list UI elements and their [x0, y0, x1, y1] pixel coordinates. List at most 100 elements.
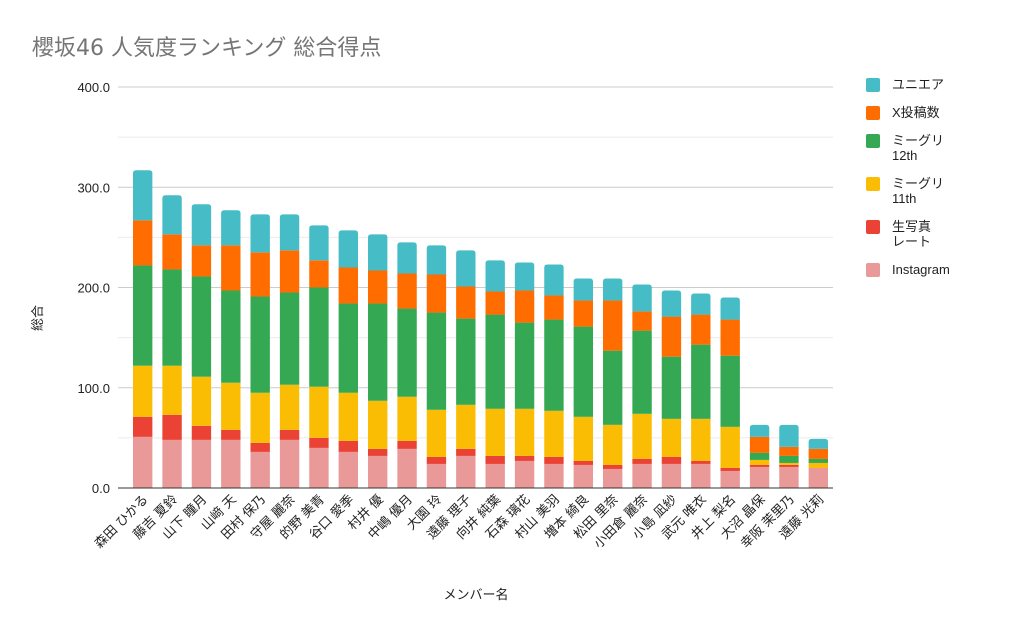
bar-segment	[250, 451, 270, 488]
bar-segment	[691, 293, 711, 315]
bar-segment	[309, 386, 329, 438]
bar-stack	[250, 214, 270, 488]
y-tick-label: 300.0	[77, 180, 110, 195]
bar-segment	[602, 464, 623, 469]
bar-segment	[338, 440, 359, 452]
bar-segment	[661, 356, 682, 419]
bar-segment	[367, 270, 388, 304]
bar-segment	[573, 326, 594, 417]
legend-swatch-icon	[866, 177, 880, 191]
bar-segment	[132, 265, 153, 366]
legend-label: ユニエア	[892, 77, 945, 92]
y-axis-label: 総合	[31, 305, 46, 331]
bar-stack	[720, 297, 740, 488]
bar-segment	[279, 292, 300, 385]
bar-segment	[397, 448, 417, 488]
bar-segment	[221, 210, 241, 246]
bar-segment	[485, 291, 505, 315]
bar-segment	[749, 424, 770, 437]
bar-stack	[779, 424, 799, 488]
bar-segment	[279, 429, 300, 440]
bar-segment	[544, 456, 564, 464]
bar-segment	[749, 466, 770, 488]
bar-segment	[132, 220, 153, 266]
legend-item[interactable]: ユニエア	[866, 77, 950, 92]
bar-segment	[250, 296, 270, 393]
bar-segment	[691, 460, 711, 464]
bar-segment	[397, 273, 417, 309]
legend: ユニエア X投稿数ミーグリ 12th ミーグリ 11th 生写真 レート Instagr…	[866, 77, 950, 290]
bar-stack	[749, 424, 770, 488]
bar-segment	[573, 278, 594, 301]
bar-segment	[338, 451, 359, 488]
bar-segment	[514, 322, 535, 409]
bar-segment	[485, 314, 505, 409]
bar-segment	[221, 439, 241, 488]
bar-segment	[221, 245, 241, 291]
legend-item[interactable]: ミーグリ 12th	[866, 133, 950, 163]
bar-segment	[456, 250, 476, 287]
bar-segment	[632, 311, 652, 331]
bar-segment	[309, 437, 329, 448]
bar-stack	[162, 195, 182, 488]
bar-segment	[338, 303, 359, 393]
bar-stack	[338, 230, 359, 488]
bar-stack	[808, 438, 829, 488]
bar-segment	[162, 414, 182, 440]
bar-stack	[661, 290, 682, 488]
legend-label: ミーグリ 11th	[892, 176, 945, 206]
bar-segment	[514, 408, 535, 456]
bar-segment	[132, 416, 153, 437]
bar-segment	[132, 365, 153, 417]
bar-segment	[573, 464, 594, 488]
y-tick-label: 200.0	[77, 281, 110, 296]
bar-segment	[691, 463, 711, 488]
bar-segment	[602, 278, 623, 301]
bar-stack	[632, 284, 652, 488]
bar-segment	[367, 455, 388, 488]
bar-segment	[514, 262, 535, 291]
bar-segment	[720, 297, 740, 320]
bar-segment	[309, 225, 329, 261]
bar-segment	[602, 300, 623, 351]
bar-segment	[779, 462, 799, 465]
bar-segment	[720, 467, 740, 471]
bar-segment	[573, 416, 594, 461]
bar-segment	[367, 400, 388, 449]
bar-segment	[397, 242, 417, 274]
bar-segment	[221, 382, 241, 430]
bar-segment	[779, 446, 799, 456]
legend-item[interactable]: ミーグリ 11th	[866, 176, 950, 206]
bar-segment	[191, 204, 212, 246]
legend-item[interactable]: 生写真 レート	[866, 219, 950, 249]
bar-segment	[779, 424, 799, 447]
bar-segment	[250, 214, 270, 253]
bar-segment	[456, 404, 476, 449]
bar-segment	[485, 408, 505, 456]
bar-segment	[573, 300, 594, 327]
bar-segment	[397, 308, 417, 397]
bar-segment	[749, 436, 770, 453]
legend-item[interactable]: X投稿数	[866, 105, 950, 120]
bar-segment	[279, 250, 300, 293]
bar-segment	[514, 290, 535, 323]
bar-segment	[162, 195, 182, 235]
bar-segment	[661, 418, 682, 457]
bar-segment	[602, 468, 623, 488]
bar-segment	[132, 170, 153, 221]
bar-segment	[749, 459, 770, 465]
bar-segment	[544, 319, 564, 411]
legend-item[interactable]: Instagram	[866, 262, 950, 277]
bar-stack	[309, 225, 329, 488]
bar-segment	[808, 467, 829, 488]
bar-segment	[279, 439, 300, 488]
y-tick-label: 0.0	[92, 481, 110, 496]
bar-segment	[162, 234, 182, 270]
bar-segment	[661, 456, 682, 464]
bar-segment	[338, 392, 359, 441]
bar-segment	[485, 260, 505, 292]
bar-segment	[367, 448, 388, 456]
bar-segment	[602, 424, 623, 465]
bar-stack	[279, 214, 300, 488]
bar-segment	[720, 319, 740, 356]
